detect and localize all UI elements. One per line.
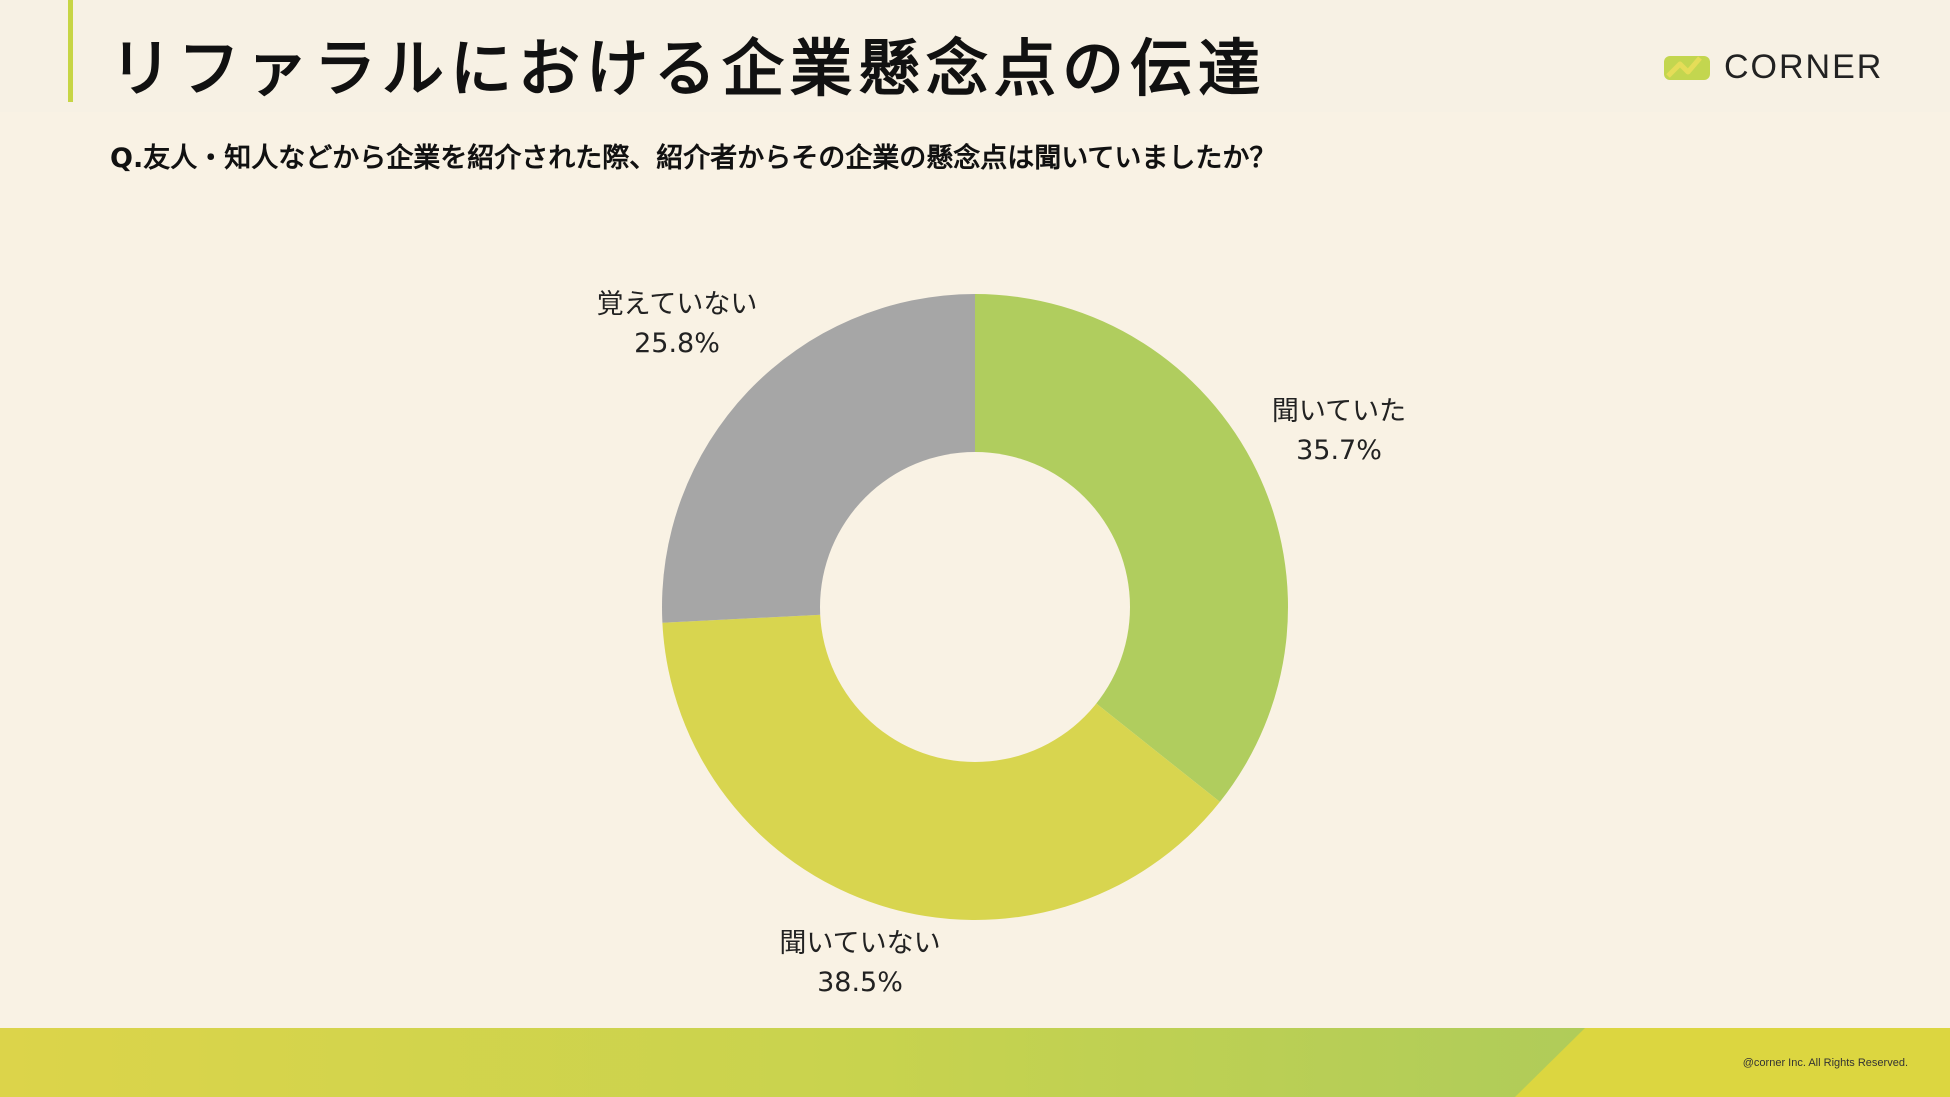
slice-label-category-0: 聞いていた bbox=[1272, 396, 1406, 427]
donut-slice-0 bbox=[975, 294, 1288, 802]
corner-logo-icon bbox=[1664, 56, 1710, 80]
logo-text: CORNER bbox=[1724, 47, 1884, 86]
header-band bbox=[0, 0, 1950, 112]
slice-label-value-2: 25.8% bbox=[634, 328, 720, 359]
donut-slice-1 bbox=[662, 607, 1220, 920]
slice-label-value-0: 35.7% bbox=[1296, 435, 1382, 466]
copyright-text: @corner Inc. All Rights Reserved. bbox=[1742, 1057, 1908, 1069]
survey-question: Q.友人・知人などから企業を紹介された際、紹介者からその企業の懸念点は聞いていま… bbox=[110, 143, 1277, 174]
corner-logo: CORNER bbox=[1664, 47, 1884, 86]
slice-label-category-2: 覚えていない bbox=[597, 289, 758, 320]
slice-label-category-1: 聞いていない bbox=[779, 928, 940, 959]
title-accent-bar bbox=[68, 0, 73, 102]
donut-chart: 聞いていた 35.7% 聞いていない 38.5% 覚えていない 25.8% bbox=[597, 289, 1406, 998]
donut-hole bbox=[820, 452, 1130, 762]
footer-accent-shape bbox=[1515, 1028, 1950, 1097]
slice-label-value-1: 38.5% bbox=[817, 967, 903, 998]
page-title: リファラルにおける企業懸念点の伝達 bbox=[110, 32, 1267, 105]
footer-band: @corner Inc. All Rights Reserved. bbox=[0, 1028, 1950, 1097]
